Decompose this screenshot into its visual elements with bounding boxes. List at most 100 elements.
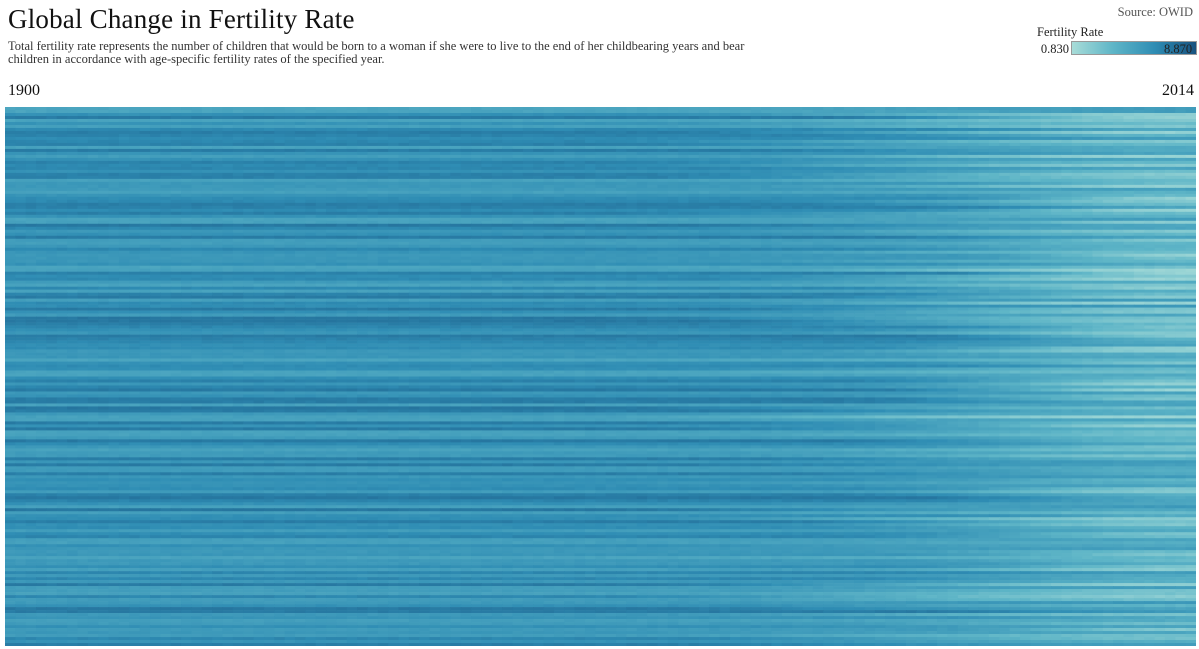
heatmap-cell <box>865 152 876 155</box>
heatmap-cell <box>989 200 1000 203</box>
heatmap-cell <box>181 179 192 182</box>
heatmap-cell <box>109 122 120 125</box>
heatmap-cell <box>989 116 1000 119</box>
heatmap-cell <box>916 191 927 194</box>
heatmap-cell <box>461 233 472 236</box>
heatmap-cell <box>1113 143 1124 146</box>
heatmap-cell <box>316 179 327 182</box>
heatmap-cell <box>699 173 710 176</box>
heatmap-cell <box>295 170 306 173</box>
heatmap-cell <box>1165 221 1176 224</box>
heatmap-cell <box>730 203 741 206</box>
heatmap-cell <box>595 227 606 230</box>
heatmap-cell <box>678 218 689 221</box>
heatmap-cell <box>305 212 316 215</box>
heatmap-cell <box>937 137 948 140</box>
heatmap-cell <box>316 188 327 191</box>
heatmap-cell <box>865 218 876 221</box>
heatmap-cell <box>98 110 109 113</box>
heatmap-cell <box>357 233 368 236</box>
heatmap-cell <box>533 155 544 158</box>
heatmap-cell <box>295 185 306 188</box>
heatmap-cell <box>378 197 389 200</box>
heatmap-cell <box>813 215 824 218</box>
heatmap-cell <box>989 224 1000 227</box>
heatmap-cell <box>409 134 420 137</box>
heatmap-row <box>5 125 1196 128</box>
heatmap-cell <box>36 203 47 206</box>
heatmap-cell <box>512 116 523 119</box>
heatmap-cell <box>409 221 420 224</box>
heatmap-cell <box>1051 203 1062 206</box>
heatmap-cell <box>606 173 617 176</box>
heatmap-cell <box>657 116 668 119</box>
heatmap-cell <box>968 125 979 128</box>
heatmap-cell <box>202 230 213 233</box>
heatmap-cell <box>5 206 16 209</box>
heatmap-cell <box>191 149 202 152</box>
heatmap-cell <box>834 128 845 131</box>
heatmap-cell <box>854 185 865 188</box>
heatmap-cell <box>1103 233 1114 236</box>
heatmap-cell <box>285 200 296 203</box>
heatmap-cell <box>378 194 389 197</box>
heatmap-cell <box>512 218 523 221</box>
heatmap-cell <box>782 122 793 125</box>
heatmap-cell <box>222 167 233 170</box>
heatmap-cell <box>15 107 26 110</box>
heatmap-cell <box>1186 212 1196 215</box>
heatmap-cell <box>896 179 907 182</box>
heatmap-cell <box>512 131 523 134</box>
heatmap-cell <box>616 227 627 230</box>
heatmap-cell <box>626 128 637 131</box>
heatmap-cell <box>637 146 648 149</box>
heatmap-cell <box>1175 161 1186 164</box>
heatmap-cell <box>999 149 1010 152</box>
heatmap-cell <box>865 182 876 185</box>
heatmap-cell <box>78 224 89 227</box>
heatmap-cell <box>554 182 565 185</box>
heatmap-cell <box>471 110 482 113</box>
heatmap-cell <box>119 197 130 200</box>
heatmap-row <box>5 221 1196 224</box>
heatmap-cell <box>802 152 813 155</box>
heatmap-cell <box>326 158 337 161</box>
heatmap-cell <box>305 116 316 119</box>
heatmap-cell <box>916 134 927 137</box>
heatmap-cell <box>1144 119 1155 122</box>
heatmap-cell <box>78 191 89 194</box>
heatmap-cell <box>875 182 886 185</box>
heatmap-cell <box>160 233 171 236</box>
heatmap-cell <box>968 119 979 122</box>
heatmap-cell <box>57 224 68 227</box>
heatmap-cell <box>36 137 47 140</box>
heatmap-cell <box>740 128 751 131</box>
heatmap-cell <box>67 107 78 110</box>
heatmap-cell <box>264 137 275 140</box>
heatmap-cell <box>606 221 617 224</box>
heatmap-cell <box>906 230 917 233</box>
heatmap-cell <box>616 182 627 185</box>
heatmap-cell <box>906 131 917 134</box>
heatmap-cell <box>1113 191 1124 194</box>
heatmap-cell <box>492 182 503 185</box>
heatmap-cell <box>616 206 627 209</box>
heatmap-cell <box>160 167 171 170</box>
heatmap-cell <box>1020 122 1031 125</box>
heatmap-cell <box>564 167 575 170</box>
heatmap-cell <box>471 149 482 152</box>
heatmap-cell <box>492 215 503 218</box>
heatmap-cell <box>202 146 213 149</box>
heatmap-cell <box>512 206 523 209</box>
heatmap-cell <box>947 179 958 182</box>
heatmap-cell <box>492 149 503 152</box>
heatmap-cell <box>129 131 140 134</box>
heatmap-cell <box>544 113 555 116</box>
heatmap-cell <box>88 194 99 197</box>
heatmap-cell <box>254 116 265 119</box>
heatmap-cell <box>823 110 834 113</box>
heatmap-cell <box>616 146 627 149</box>
heatmap-cell <box>865 200 876 203</box>
heatmap-cell <box>150 185 161 188</box>
heatmap-cell <box>916 206 927 209</box>
